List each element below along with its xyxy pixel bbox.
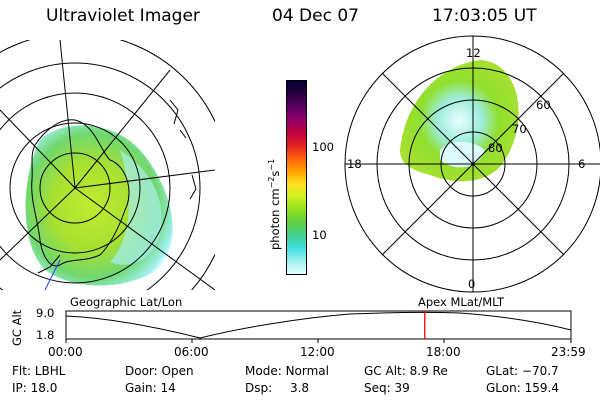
mlt-label-left: 18 [347,157,362,171]
timeline-ylabel: GC Alt [10,309,24,346]
meridian-4 [74,187,215,290]
colorbar-tick-100: 100 [312,140,334,154]
apex-aurora-inner [440,141,485,168]
colorbar-gradient [287,81,306,274]
apex-aurora-region [400,60,519,182]
colorbar-tick-10: 10 [312,228,327,242]
info-gain: Gain: 14 [125,381,176,395]
meridian-blue [44,259,61,290]
ytick-1-8: 1.8 [36,328,55,342]
info-glon: GLon: 159.4 [486,381,559,395]
lat-circle-3 [0,92,171,284]
altitude-curve [65,311,572,339]
coastline [31,119,130,267]
info-dsp: Dsp: 3.8 [245,381,310,395]
info-glat: GLat: −70.7 [486,364,559,378]
coastline-islands [37,99,197,274]
xtick-0600: 06:00 [174,345,209,359]
info-seq: Seq: 39 [364,381,410,395]
colorbar [286,80,307,275]
time-label: 17:03:05 UT [432,6,537,26]
lat-circle-1 [39,152,111,224]
ytick-9: 9.0 [36,306,55,320]
meridian-5 [0,109,76,189]
geo-panel-title: Geographic Lat/Lon [70,295,183,309]
apex-diag-2 [381,72,565,256]
mlat-label-70: 70 [512,122,527,136]
mlat-label-60: 60 [536,98,551,112]
colorbar-unit-label: photon cm−2s−1 [267,158,282,250]
info-door: Door: Open [125,364,194,378]
info-mode: Mode: Normal [245,364,329,378]
lat-circle-2 [9,122,141,254]
apex-panel-title: Apex MLat/MLT [418,295,505,309]
info-gc-alt: GC Alt: 8.9 Re [364,364,448,378]
mlat-label-80: 80 [488,141,503,155]
instrument-title: Ultraviolet Imager [46,6,200,26]
lat-circle-4 [0,62,201,290]
info-filter: Flt: LBHL [12,364,66,378]
meridian-1 [59,40,76,189]
mlt-label-right: 6 [578,157,586,171]
info-ip: IP: 18.0 [12,381,58,395]
meridian-3 [74,169,215,189]
xtick-0000: 00:00 [48,345,83,359]
xtick-1200: 12:00 [300,345,335,359]
date-label: 04 Dec 07 [272,6,359,26]
mlt-label-top: 12 [466,46,481,60]
meridian-2 [74,69,171,189]
xtick-1800: 18:00 [426,345,461,359]
mlt-label-bottom: 0 [468,277,476,291]
xtick-2359: 23:59 [551,345,586,359]
